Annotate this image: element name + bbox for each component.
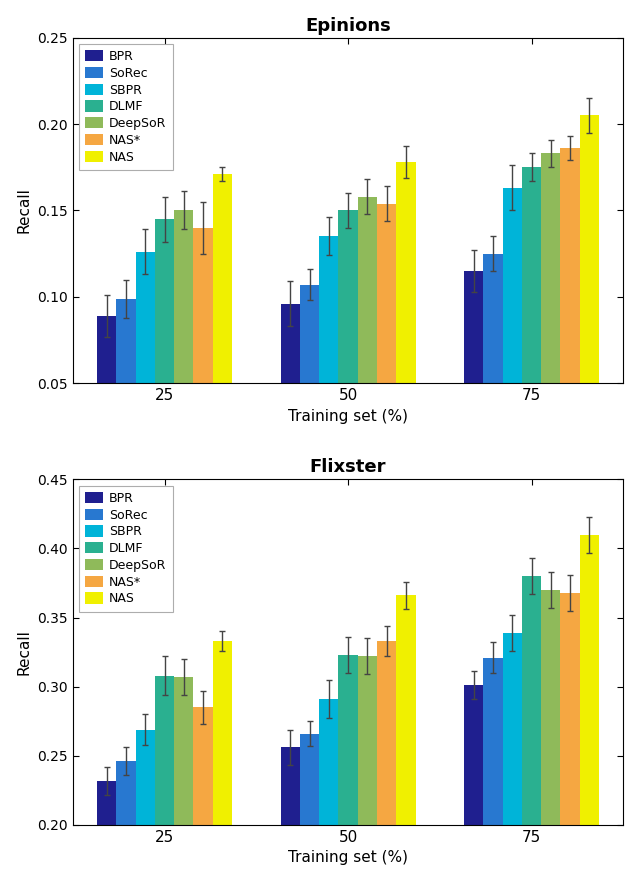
- Bar: [116, 761, 136, 825]
- Bar: [377, 641, 396, 825]
- Title: Epinions: Epinions: [305, 17, 391, 34]
- Bar: [174, 677, 193, 825]
- Legend: BPR, SoRec, SBPR, DLMF, DeepSoR, NAS*, NAS: BPR, SoRec, SBPR, DLMF, DeepSoR, NAS*, N…: [79, 486, 173, 611]
- Y-axis label: Recall: Recall: [17, 629, 32, 675]
- Bar: [396, 162, 415, 383]
- Bar: [212, 174, 232, 383]
- Bar: [358, 197, 377, 383]
- Bar: [339, 211, 358, 383]
- Bar: [580, 534, 599, 825]
- Bar: [319, 699, 339, 825]
- Bar: [358, 656, 377, 825]
- Bar: [561, 148, 580, 383]
- Bar: [193, 228, 212, 383]
- Bar: [155, 676, 174, 825]
- Bar: [155, 219, 174, 383]
- Bar: [561, 593, 580, 825]
- Bar: [522, 576, 541, 825]
- Bar: [212, 641, 232, 825]
- Bar: [97, 316, 116, 383]
- Bar: [300, 285, 319, 383]
- Bar: [300, 734, 319, 825]
- Bar: [377, 204, 396, 383]
- Bar: [281, 748, 300, 825]
- Bar: [281, 303, 300, 383]
- Bar: [464, 271, 483, 383]
- Bar: [136, 729, 155, 825]
- Bar: [483, 254, 502, 383]
- Bar: [174, 211, 193, 383]
- Bar: [116, 298, 136, 383]
- Bar: [580, 116, 599, 383]
- Bar: [136, 252, 155, 383]
- Bar: [502, 632, 522, 825]
- Bar: [483, 658, 502, 825]
- Bar: [464, 685, 483, 825]
- Bar: [193, 707, 212, 825]
- Bar: [396, 595, 415, 825]
- Bar: [339, 654, 358, 825]
- Title: Flixster: Flixster: [310, 459, 387, 476]
- X-axis label: Training set (%): Training set (%): [288, 408, 408, 423]
- Legend: BPR, SoRec, SBPR, DLMF, DeepSoR, NAS*, NAS: BPR, SoRec, SBPR, DLMF, DeepSoR, NAS*, N…: [79, 44, 173, 170]
- Y-axis label: Recall: Recall: [17, 188, 31, 234]
- Bar: [522, 168, 541, 383]
- Bar: [97, 781, 116, 825]
- X-axis label: Training set (%): Training set (%): [288, 850, 408, 865]
- Bar: [541, 153, 561, 383]
- Bar: [502, 188, 522, 383]
- Bar: [541, 590, 561, 825]
- Bar: [319, 236, 339, 383]
